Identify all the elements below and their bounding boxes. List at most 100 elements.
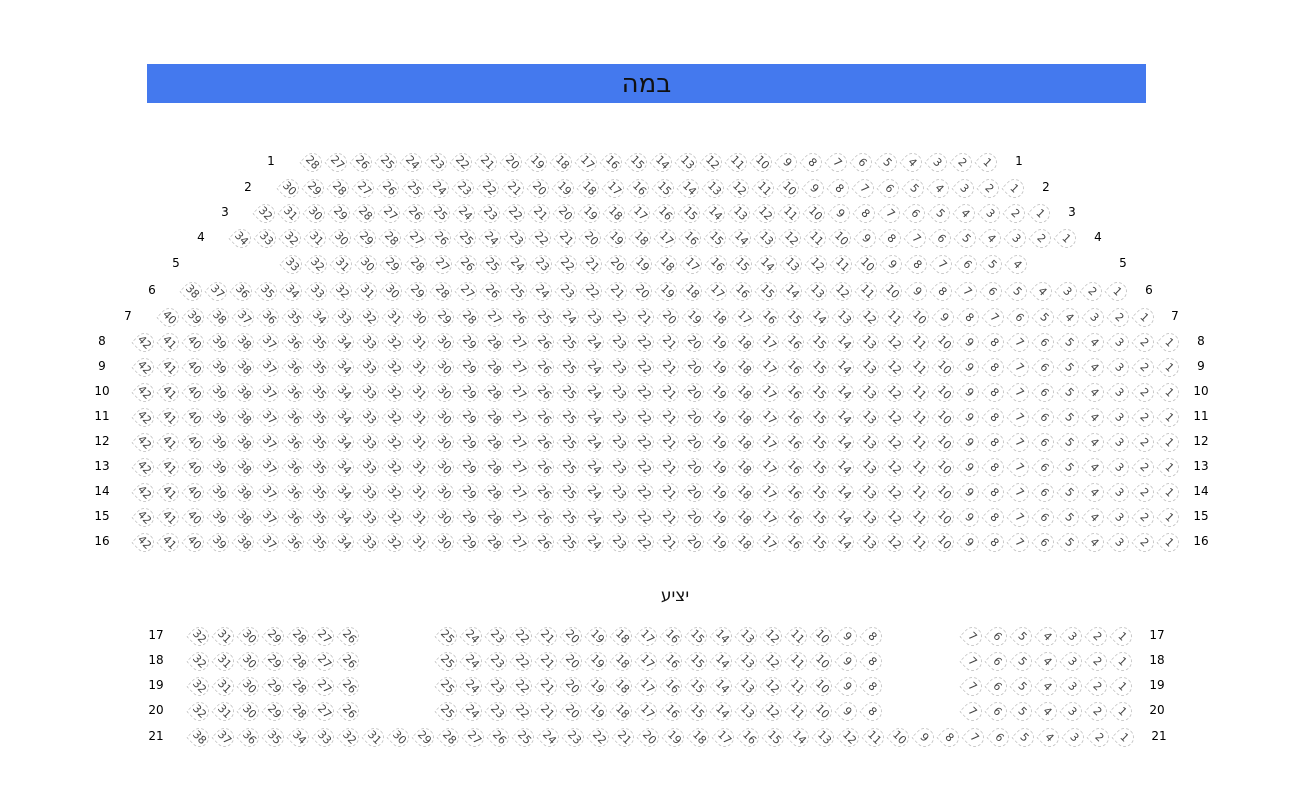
seat-row-14-32[interactable]: 32 [381,479,408,506]
seat-row-11-4[interactable]: 4 [1081,404,1108,431]
seat-row-11-10[interactable]: 10 [931,404,958,431]
seat-row-10-29[interactable]: 29 [456,379,483,406]
seat-row-15-4[interactable]: 4 [1081,504,1108,531]
seat-row-7-6[interactable]: 6 [1006,304,1033,331]
seat-row-8-13[interactable]: 13 [856,329,883,356]
seat-row-7-3[interactable]: 3 [1081,304,1108,331]
seat-row-5-5[interactable]: 5 [979,251,1006,278]
seat-row-16-12[interactable]: 12 [881,529,908,556]
seat-row-2-25[interactable]: 25 [401,175,428,202]
seat-row-18-10[interactable]: 10 [809,648,836,675]
seat-row-5-23[interactable]: 23 [529,251,556,278]
seat-row-10-38[interactable]: 38 [231,379,258,406]
seat-row-6-36[interactable]: 36 [229,278,256,305]
seat-row-7-26[interactable]: 26 [506,304,533,331]
seat-row-12-11[interactable]: 11 [906,429,933,456]
seat-row-14-30[interactable]: 30 [431,479,458,506]
seat-row-21-31[interactable]: 31 [361,724,388,751]
seat-row-6-24[interactable]: 24 [529,278,556,305]
seat-row-12-31[interactable]: 31 [406,429,433,456]
seat-row-6-13[interactable]: 13 [804,278,831,305]
seat-row-14-9[interactable]: 9 [956,479,983,506]
seat-row-17-14[interactable]: 14 [709,623,736,650]
seat-row-11-41[interactable]: 41 [156,404,183,431]
seat-row-21-15[interactable]: 15 [761,724,788,751]
seat-row-15-24[interactable]: 24 [581,504,608,531]
seat-row-20-10[interactable]: 10 [809,698,836,725]
seat-row-21-17[interactable]: 17 [711,724,738,751]
seat-row-20-6[interactable]: 6 [984,698,1011,725]
seat-row-10-30[interactable]: 30 [431,379,458,406]
seat-row-14-26[interactable]: 26 [531,479,558,506]
seat-row-21-12[interactable]: 12 [836,724,863,751]
seat-row-13-4[interactable]: 4 [1081,454,1108,481]
seat-row-5-7[interactable]: 7 [929,251,956,278]
seat-row-17-32[interactable]: 32 [186,623,213,650]
seat-row-3-23[interactable]: 23 [477,200,504,227]
seat-row-16-24[interactable]: 24 [581,529,608,556]
seat-row-14-5[interactable]: 5 [1056,479,1083,506]
seat-row-8-8[interactable]: 8 [981,329,1008,356]
seat-row-9-6[interactable]: 6 [1031,354,1058,381]
seat-row-5-22[interactable]: 22 [554,251,581,278]
seat-row-11-25[interactable]: 25 [556,404,583,431]
seat-row-18-23[interactable]: 23 [484,648,511,675]
seat-row-5-21[interactable]: 21 [579,251,606,278]
seat-row-14-12[interactable]: 12 [881,479,908,506]
seat-row-10-16[interactable]: 16 [781,379,808,406]
seat-row-9-36[interactable]: 36 [281,354,308,381]
seat-row-15-14[interactable]: 14 [831,504,858,531]
seat-row-19-19[interactable]: 19 [584,673,611,700]
seat-row-7-5[interactable]: 5 [1031,304,1058,331]
seat-row-16-7[interactable]: 7 [1006,529,1033,556]
seat-row-17-21[interactable]: 21 [534,623,561,650]
seat-row-20-9[interactable]: 9 [834,698,861,725]
seat-row-18-8[interactable]: 8 [859,648,886,675]
seat-row-1-18[interactable]: 18 [549,149,576,176]
seat-row-10-1[interactable]: 1 [1156,379,1183,406]
seat-row-16-6[interactable]: 6 [1031,529,1058,556]
seat-row-20-29[interactable]: 29 [261,698,288,725]
seat-row-8-21[interactable]: 21 [656,329,683,356]
seat-row-14-6[interactable]: 6 [1031,479,1058,506]
seat-row-16-23[interactable]: 23 [606,529,633,556]
seat-row-9-13[interactable]: 13 [856,354,883,381]
seat-row-6-29[interactable]: 29 [404,278,431,305]
seat-row-13-41[interactable]: 41 [156,454,183,481]
seat-row-1-6[interactable]: 6 [849,149,876,176]
seat-row-16-33[interactable]: 33 [356,529,383,556]
seat-row-20-32[interactable]: 32 [186,698,213,725]
seat-row-9-39[interactable]: 39 [206,354,233,381]
seat-row-3-24[interactable]: 24 [452,200,479,227]
seat-row-9-16[interactable]: 16 [781,354,808,381]
seat-row-16-16[interactable]: 16 [781,529,808,556]
seat-row-11-23[interactable]: 23 [606,404,633,431]
seat-row-16-40[interactable]: 40 [181,529,208,556]
seat-row-2-26[interactable]: 26 [376,175,403,202]
seat-row-14-11[interactable]: 11 [906,479,933,506]
seat-row-13-16[interactable]: 16 [781,454,808,481]
seat-row-11-8[interactable]: 8 [981,404,1008,431]
seat-row-15-31[interactable]: 31 [406,504,433,531]
seat-row-20-20[interactable]: 20 [559,698,586,725]
seat-row-14-7[interactable]: 7 [1006,479,1033,506]
seat-row-3-8[interactable]: 8 [852,200,879,227]
seat-row-10-2[interactable]: 2 [1131,379,1158,406]
seat-row-15-7[interactable]: 7 [1006,504,1033,531]
seat-row-11-28[interactable]: 28 [481,404,508,431]
seat-row-2-4[interactable]: 4 [926,175,953,202]
seat-row-6-35[interactable]: 35 [254,278,281,305]
seat-row-16-35[interactable]: 35 [306,529,333,556]
seat-row-21-32[interactable]: 32 [336,724,363,751]
seat-row-17-31[interactable]: 31 [211,623,238,650]
seat-row-17-18[interactable]: 18 [609,623,636,650]
seat-row-6-28[interactable]: 28 [429,278,456,305]
seat-row-17-7[interactable]: 7 [959,623,986,650]
seat-row-20-4[interactable]: 4 [1034,698,1061,725]
seat-row-20-5[interactable]: 5 [1009,698,1036,725]
seat-row-20-16[interactable]: 16 [659,698,686,725]
seat-row-11-34[interactable]: 34 [331,404,358,431]
seat-row-1-25[interactable]: 25 [374,149,401,176]
seat-row-10-31[interactable]: 31 [406,379,433,406]
seat-row-8-27[interactable]: 27 [506,329,533,356]
